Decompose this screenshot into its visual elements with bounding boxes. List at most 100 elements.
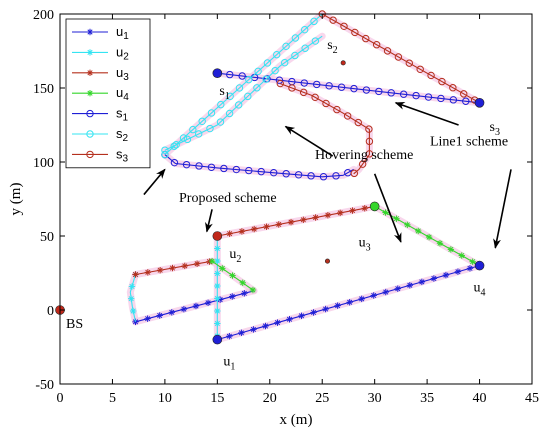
series-s1-marker	[399, 90, 408, 98]
series-u3-marker	[349, 207, 356, 214]
series-u3-marker	[336, 209, 344, 217]
series-u2-marker	[214, 245, 221, 252]
series-u4-marker	[382, 209, 389, 216]
star-stroke	[426, 234, 432, 240]
star-stroke	[240, 280, 246, 286]
star-stroke	[157, 267, 163, 273]
series-s1-marker	[437, 94, 445, 103]
series-u1-marker	[180, 305, 188, 313]
x-tick-label: 40	[473, 391, 487, 406]
series-s2-marker	[311, 37, 320, 45]
star-stroke	[217, 297, 223, 303]
series-s2-marker	[301, 44, 309, 52]
point-label-BS: BS	[66, 317, 83, 332]
series-s2-marker	[234, 101, 243, 109]
series-s2-markers	[161, 37, 320, 154]
series-s1-marker	[412, 91, 420, 100]
point-s3	[474, 98, 485, 108]
series-u4-marker	[436, 240, 444, 247]
y-tick-label: 200	[33, 8, 54, 23]
series-u1-marker	[262, 322, 269, 330]
star-stroke	[214, 320, 220, 327]
series-s1-marker	[238, 72, 246, 80]
legend-marker-u2	[86, 49, 94, 56]
star-stroke	[437, 240, 443, 246]
series-s3-marker	[340, 22, 348, 30]
star-stroke	[313, 214, 319, 221]
plot-area-frame	[59, 13, 533, 385]
star-stroke	[238, 330, 244, 336]
star-stroke	[404, 222, 410, 228]
series-u1-marker	[466, 265, 474, 272]
series-s3-marker	[438, 77, 446, 86]
star-stroke	[393, 216, 400, 222]
series-s3-marker	[354, 118, 362, 127]
series-s3-marker	[365, 137, 374, 146]
series-u1-marker	[192, 302, 200, 310]
series-s1-marker	[387, 89, 395, 97]
series-s2-marker	[300, 25, 309, 34]
y-tick-label: 150	[33, 82, 54, 97]
x-axis-label: x (m)	[280, 412, 313, 428]
x-tick-label: 30	[368, 391, 382, 406]
series-s2-marker	[291, 51, 299, 60]
y-tick-label: 0	[47, 304, 54, 319]
x-tick-label: 10	[158, 391, 172, 406]
series-s1-marker	[182, 160, 191, 169]
star-stroke	[347, 299, 353, 305]
series-s3-marker	[333, 105, 341, 114]
point-label-subscript: 2	[236, 254, 241, 265]
series-u1-marker	[250, 326, 257, 333]
series-u2-marker	[214, 282, 221, 290]
star-stroke	[325, 212, 331, 218]
series-s2-marker	[310, 17, 318, 26]
series-u1-markers	[132, 290, 248, 326]
annotation-arrow	[373, 173, 402, 243]
star-stroke	[214, 245, 220, 252]
star-stroke	[87, 90, 93, 96]
series-u3-marker	[156, 266, 164, 274]
highlight-layer	[126, 10, 484, 344]
series-u3-marker	[312, 214, 319, 221]
series-u1-marker	[226, 333, 233, 340]
point-label-u3: u3	[359, 235, 371, 253]
point-label-subscript: 1	[230, 362, 235, 373]
series-u4-marker	[404, 221, 411, 229]
point-label-subscript: 3	[495, 127, 500, 138]
series-u3-marker	[250, 225, 258, 233]
series-s1-marker	[449, 96, 458, 104]
series-u3-marker	[324, 211, 332, 219]
series-u1-markers	[214, 265, 474, 343]
x-tick-label: 25	[315, 391, 329, 406]
star-stroke	[214, 258, 220, 264]
point-hover-u	[324, 258, 330, 264]
series-s2-marker	[207, 109, 216, 117]
series-s1-marker	[375, 87, 383, 96]
series-s2-markers	[161, 17, 318, 159]
series-s3-marker	[460, 90, 468, 98]
series-s3-marker	[322, 99, 330, 108]
star-stroke	[371, 292, 377, 299]
series-u1-marker	[298, 312, 305, 320]
star-stroke	[467, 265, 473, 271]
series-s3-marker	[351, 28, 359, 37]
series-u3-marker	[361, 205, 368, 212]
series-s1-marker	[232, 165, 241, 174]
star-stroke	[337, 210, 343, 216]
series-u2-marker	[214, 270, 221, 277]
series-s3-marker	[383, 47, 392, 55]
series-s3-marker	[449, 84, 457, 92]
star-stroke	[459, 252, 465, 259]
series-u4-marker	[415, 227, 422, 235]
star-stroke	[431, 275, 437, 282]
series-u3-marker	[226, 230, 233, 237]
series-s3-marker	[299, 88, 308, 97]
star-stroke	[214, 283, 220, 289]
series-s1-marker	[226, 70, 234, 79]
series-s3-marker	[405, 59, 414, 67]
star-stroke	[209, 258, 215, 264]
series-s2-line	[164, 13, 323, 156]
star-stroke	[194, 261, 200, 267]
